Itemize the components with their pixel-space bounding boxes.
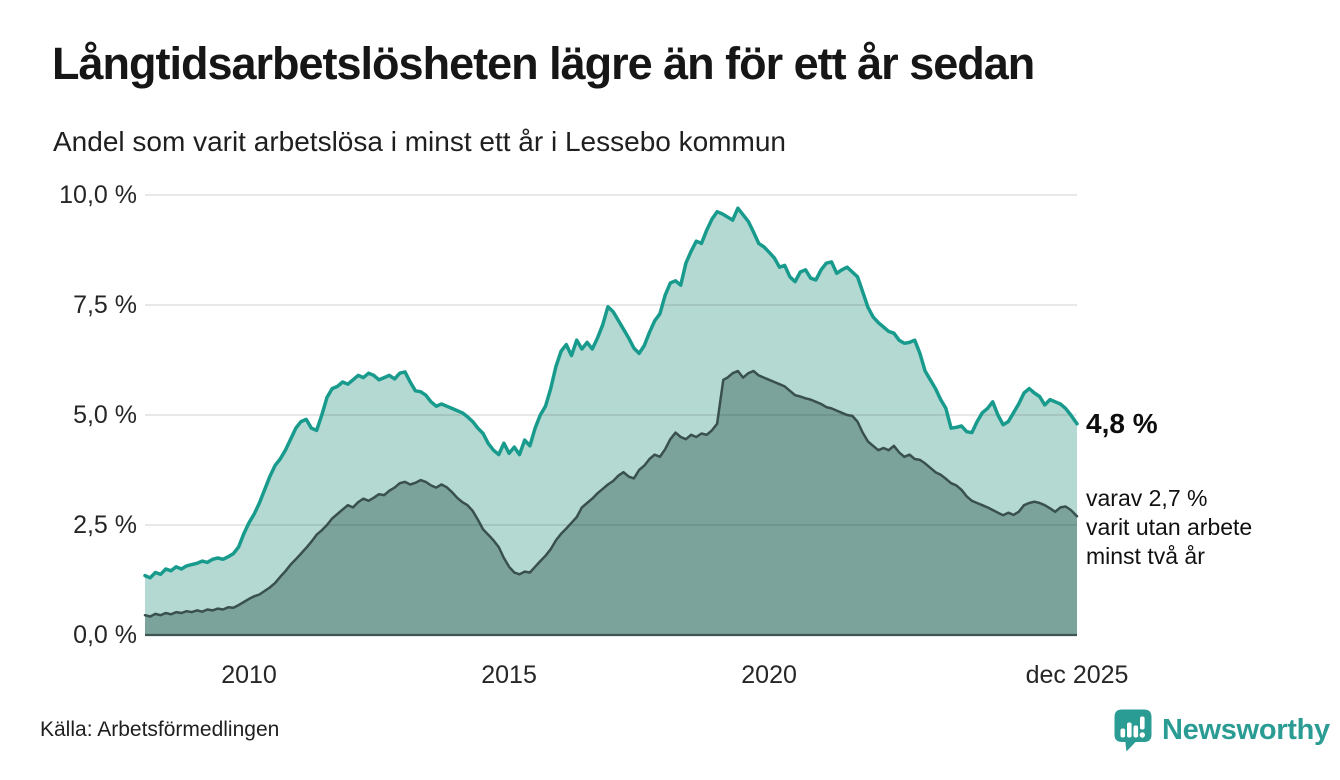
newsworthy-wordmark: Newsworthy xyxy=(1162,713,1330,746)
x-axis-tick-label: 2010 xyxy=(221,661,277,689)
x-axis-tick-label: 2015 xyxy=(481,661,537,689)
x-axis-tick-label: 2020 xyxy=(741,661,797,689)
y-axis-tick-label: 10,0 % xyxy=(59,181,137,209)
page-title: Långtidsarbetslösheten lägre än för ett … xyxy=(52,38,1035,89)
y-axis-tick-label: 5,0 % xyxy=(73,401,137,429)
newsworthy-bubble-chart-icon xyxy=(1114,709,1152,752)
x-axis-tick-label: dec 2025 xyxy=(1025,661,1129,689)
note-line: varav 2,7 % xyxy=(1086,485,1208,511)
latest-value-label: 4,8 % xyxy=(1086,408,1158,439)
y-axis-tick-label: 0,0 % xyxy=(73,621,137,649)
note-line: varit utan arbete xyxy=(1086,514,1253,540)
newsworthy-logo: Newsworthy xyxy=(1113,708,1330,752)
source-label: Källa: Arbetsförmedlingen xyxy=(40,718,280,741)
chart-subtitle: Andel som varit arbetslösa i minst ett å… xyxy=(53,126,786,157)
latest-value-note: varav 2,7 % varit utan arbete minst två … xyxy=(1086,484,1252,571)
note-line: minst två år xyxy=(1086,543,1205,569)
y-axis-tick-label: 7,5 % xyxy=(73,291,137,319)
y-axis-tick-label: 2,5 % xyxy=(73,511,137,539)
